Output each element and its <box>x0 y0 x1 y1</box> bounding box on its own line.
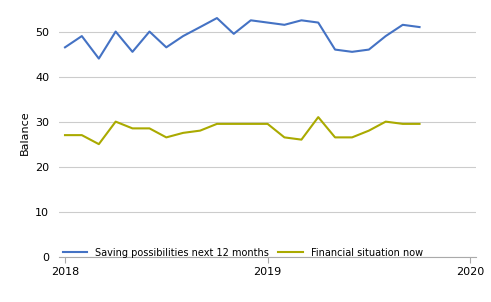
Y-axis label: Balance: Balance <box>20 111 29 155</box>
Legend: Saving possibilities next 12 months, Financial situation now: Saving possibilities next 12 months, Fin… <box>59 244 427 262</box>
